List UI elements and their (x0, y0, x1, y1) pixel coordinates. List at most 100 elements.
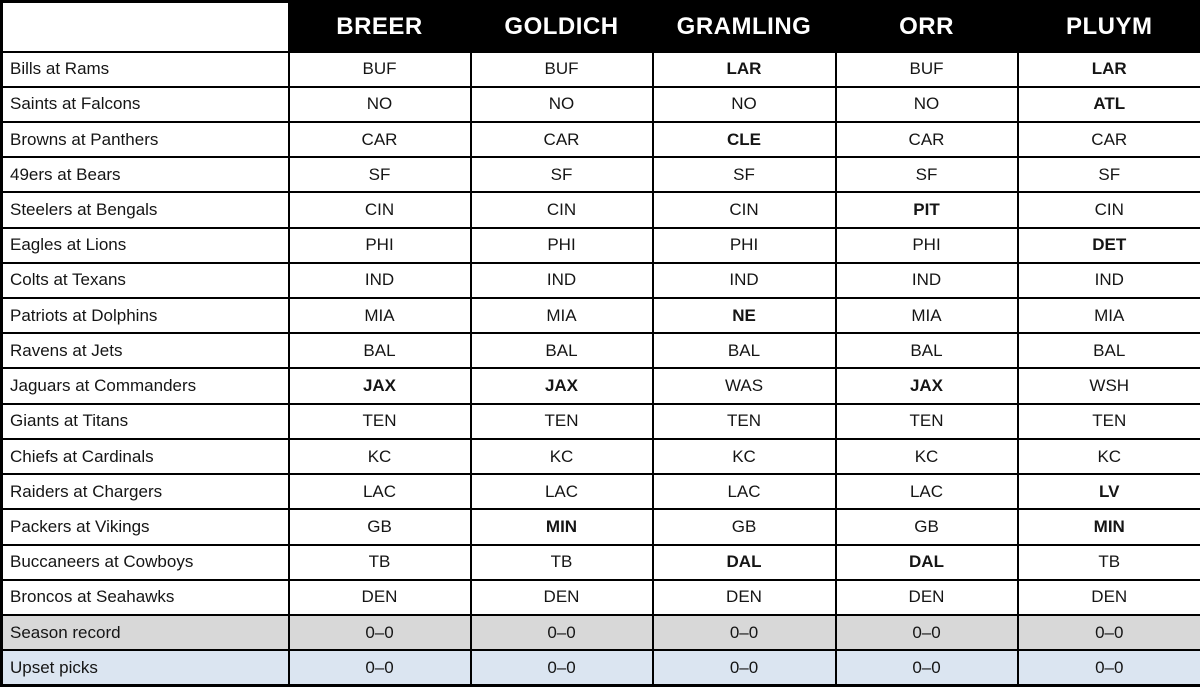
pick-cell: CIN (651, 191, 837, 229)
columnist-header-pluym: PLUYM (1016, 0, 1200, 53)
pick-cell: TEN (834, 402, 1019, 440)
game-row: Browns at Panthers CAR CAR CLE CAR CAR (0, 120, 1200, 159)
matchup-label: Raiders at Chargers (0, 473, 290, 511)
game-row: Colts at Texans IND IND IND IND IND (0, 261, 1200, 300)
pick-cell: IND (834, 261, 1019, 300)
summary-value-cell: 0–0 (651, 613, 837, 652)
pick-cell: TB (1016, 543, 1200, 581)
pick-cell-upset: MIN (1016, 508, 1200, 546)
pick-cell: SF (469, 156, 654, 194)
summary-value-cell: 0–0 (1016, 649, 1200, 687)
pick-cell: MIA (287, 297, 472, 335)
pick-cell: DEN (834, 578, 1019, 617)
matchup-label: Browns at Panthers (0, 120, 290, 159)
summary-value-cell: 0–0 (469, 613, 654, 652)
season-record-row: Season record 0–0 0–0 0–0 0–0 0–0 (0, 613, 1200, 652)
game-row: Patriots at Dolphins MIA MIA NE MIA MIA (0, 297, 1200, 335)
summary-value-cell: 0–0 (834, 613, 1019, 652)
matchup-label: Chiefs at Cardinals (0, 437, 290, 476)
matchup-label: Packers at Vikings (0, 508, 290, 546)
columnist-header-gramling: GRAMLING (651, 0, 837, 53)
pick-cell-upset: ATL (1016, 85, 1200, 123)
pick-cell-upset: JAX (287, 367, 472, 405)
pick-cell: CAR (469, 120, 654, 159)
pick-cell: PHI (287, 226, 472, 264)
summary-label: Season record (0, 613, 290, 652)
game-row: Steelers at Bengals CIN CIN CIN PIT CIN (0, 191, 1200, 229)
pick-cell: DEN (651, 578, 837, 617)
pick-cell: PHI (469, 226, 654, 264)
pick-cell: BAL (287, 332, 472, 370)
pick-cell: BAL (469, 332, 654, 370)
summary-value-cell: 0–0 (651, 649, 837, 687)
matchup-label: Ravens at Jets (0, 332, 290, 370)
matchup-label: Patriots at Dolphins (0, 297, 290, 335)
pick-cell-upset: MIN (469, 508, 654, 546)
matchup-label: 49ers at Bears (0, 156, 290, 194)
pick-cell: PHI (834, 226, 1019, 264)
pick-cell: MIA (469, 297, 654, 335)
pick-cell: LAC (469, 473, 654, 511)
table-header: BREER GOLDICH GRAMLING ORR PLUYM (0, 0, 1200, 53)
matchup-label: Eagles at Lions (0, 226, 290, 264)
pick-cell: CAR (1016, 120, 1200, 159)
pick-cell: TEN (1016, 402, 1200, 440)
game-row: 49ers at Bears SF SF SF SF SF (0, 156, 1200, 194)
pick-cell: IND (287, 261, 472, 300)
pick-cell: CIN (469, 191, 654, 229)
pick-cell: PHI (651, 226, 837, 264)
pick-cell: KC (651, 437, 837, 476)
pick-cell-upset: CLE (651, 120, 837, 159)
pick-cell: BAL (834, 332, 1019, 370)
pick-cell: TEN (469, 402, 654, 440)
game-row: Eagles at Lions PHI PHI PHI PHI DET (0, 226, 1200, 264)
matchup-label: Saints at Falcons (0, 85, 290, 123)
matchup-label: Jaguars at Commanders (0, 367, 290, 405)
pick-cell: DEN (1016, 578, 1200, 617)
pick-cell-upset: LAR (1016, 50, 1200, 88)
matchup-label: Buccaneers at Cowboys (0, 543, 290, 581)
game-row: Packers at Vikings GB MIN GB GB MIN (0, 508, 1200, 546)
pick-cell: WAS (651, 367, 837, 405)
matchup-label: Broncos at Seahawks (0, 578, 290, 617)
pick-cell: TB (469, 543, 654, 581)
summary-value-cell: 0–0 (287, 649, 472, 687)
game-row: Buccaneers at Cowboys TB TB DAL DAL TB (0, 543, 1200, 581)
pick-cell: MIA (1016, 297, 1200, 335)
pick-cell: CAR (834, 120, 1019, 159)
columnist-header-orr: ORR (834, 0, 1019, 53)
pick-cell-upset: LV (1016, 473, 1200, 511)
game-row: Broncos at Seahawks DEN DEN DEN DEN DEN (0, 578, 1200, 617)
game-row: Giants at Titans TEN TEN TEN TEN TEN (0, 402, 1200, 440)
pick-cell: GB (287, 508, 472, 546)
pick-cell: SF (1016, 156, 1200, 194)
columnist-header-breer: BREER (287, 0, 472, 53)
pick-cell: DEN (469, 578, 654, 617)
pick-cell: TEN (287, 402, 472, 440)
pick-cell: CIN (287, 191, 472, 229)
pick-cell: KC (1016, 437, 1200, 476)
pick-cell: IND (651, 261, 837, 300)
pick-cell: BAL (651, 332, 837, 370)
header-row: BREER GOLDICH GRAMLING ORR PLUYM (0, 0, 1200, 53)
table-body: Bills at Rams BUF BUF LAR BUF LAR Saints at Fa… (0, 50, 1200, 687)
pick-cell: BAL (1016, 332, 1200, 370)
pick-cell: KC (287, 437, 472, 476)
pick-cell: TEN (651, 402, 837, 440)
game-row: Raiders at Chargers LAC LAC LAC LAC LV (0, 473, 1200, 511)
pick-cell: BUF (287, 50, 472, 88)
matchup-label: Giants at Titans (0, 402, 290, 440)
game-row: Ravens at Jets BAL BAL BAL BAL BAL (0, 332, 1200, 370)
pick-cell: MIA (834, 297, 1019, 335)
summary-value-cell: 0–0 (1016, 613, 1200, 652)
game-row: Bills at Rams BUF BUF LAR BUF LAR (0, 50, 1200, 88)
columnist-header-goldich: GOLDICH (469, 0, 654, 53)
pick-cell-upset: NE (651, 297, 837, 335)
pick-cell: LAC (287, 473, 472, 511)
pick-cell: GB (834, 508, 1019, 546)
game-row: Jaguars at Commanders JAX JAX WAS JAX WSH (0, 367, 1200, 405)
pick-cell: NO (469, 85, 654, 123)
pick-cell: NO (651, 85, 837, 123)
